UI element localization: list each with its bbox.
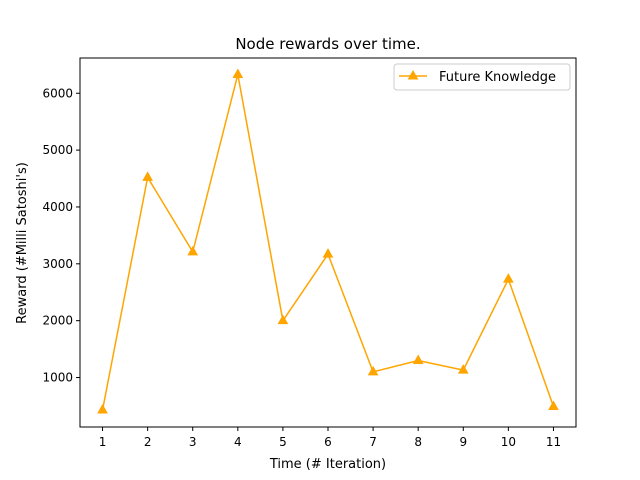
data-point-marker (277, 314, 289, 325)
data-point-marker (97, 403, 108, 414)
y-axis: 1000 2000 3000 4000 5000 6000 (42, 86, 80, 385)
chart-title: Node rewards over time. (235, 35, 420, 53)
x-tick-label: 5 (279, 435, 287, 449)
data-point-marker (548, 400, 559, 411)
data-point-marker (367, 365, 379, 376)
x-tick-label: 1 (99, 435, 107, 449)
y-tick-label: 1000 (42, 371, 73, 385)
x-tick-label: 11 (546, 435, 561, 449)
x-axis-title: Time (# Iteration) (269, 457, 386, 472)
x-tick-label: 8 (414, 435, 422, 449)
x-axis: 1 2 3 4 5 6 7 8 9 10 11 (99, 427, 561, 449)
x-tick-label: 6 (324, 435, 332, 449)
data-point-marker (322, 248, 334, 258)
x-tick-label: 10 (501, 435, 516, 449)
y-axis-title: Reward (#Milli Satoshi's) (15, 162, 30, 324)
data-point-marker (457, 364, 469, 374)
y-tick-label: 4000 (42, 200, 73, 214)
y-tick-label: 5000 (42, 143, 73, 157)
x-tick-label: 2 (144, 435, 152, 449)
y-tick-label: 2000 (42, 314, 73, 328)
x-tick-label: 7 (369, 435, 377, 449)
x-tick-label: 9 (459, 435, 467, 449)
x-tick-label: 3 (189, 435, 197, 449)
legend-label: Future Knowledge (439, 70, 556, 85)
data-point-marker (412, 354, 424, 364)
y-tick-label: 6000 (42, 86, 73, 100)
y-tick-label: 3000 (42, 257, 73, 271)
data-point-marker (503, 273, 514, 283)
legend-box (393, 63, 571, 91)
legend-triangle-marker-icon (407, 69, 419, 80)
plot-area (97, 68, 559, 414)
legend: Future Knowledge (393, 63, 571, 91)
x-tick-label: 4 (234, 435, 242, 449)
data-point-marker (142, 171, 153, 181)
data-point-marker (232, 68, 244, 78)
data-point-marker (187, 245, 199, 256)
